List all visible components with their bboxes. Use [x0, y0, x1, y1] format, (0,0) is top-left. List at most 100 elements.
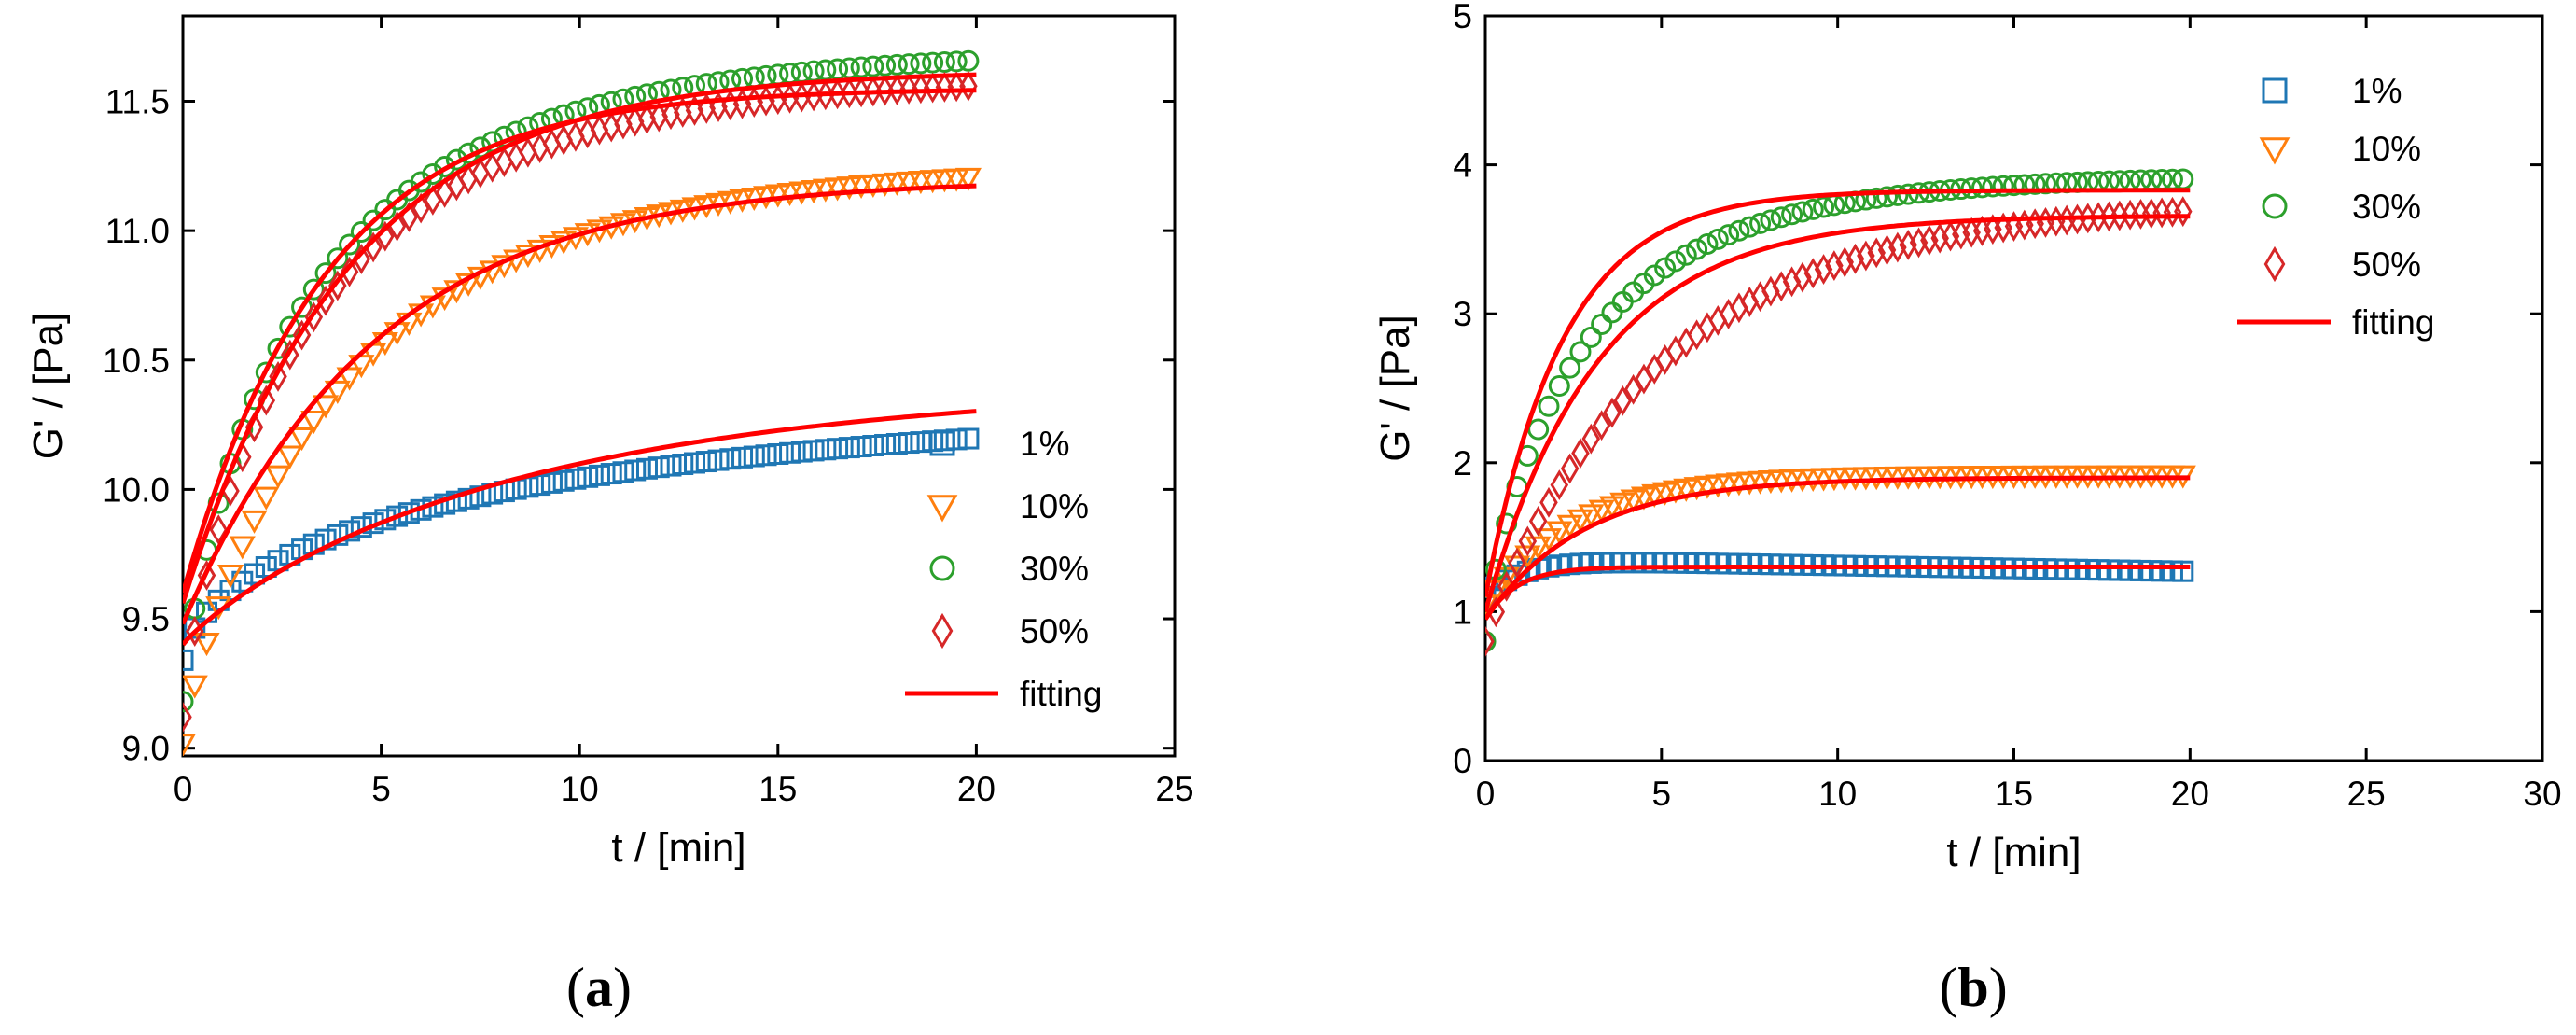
legend-label: 1%: [2352, 72, 2402, 110]
data-point: [193, 633, 220, 657]
data-point: [862, 55, 884, 77]
data-point: [455, 273, 482, 297]
x-tick-label: 20: [957, 770, 996, 808]
data-point: [1497, 570, 1516, 602]
data-point: [898, 432, 920, 455]
series-10pct: [1485, 465, 2196, 619]
data-point: [1887, 184, 1909, 206]
chart-b: 0 5 10 15 20 25 30 0 1 2 3 4 5 t / [min] G' / [Pa] 1% 10…: [1372, 0, 2562, 1018]
data-point: [1559, 357, 1581, 379]
data-point: [933, 429, 955, 452]
legend-label: fitting: [2352, 303, 2434, 342]
data-point: [1782, 266, 1802, 298]
data-point: [1591, 313, 1613, 335]
data-point: [2013, 174, 2036, 196]
plot-area: [1485, 168, 2196, 657]
fit-line-30pct: [1485, 188, 2191, 597]
data-point: [848, 175, 875, 200]
data-point: [898, 53, 920, 76]
y-tick-label: 10.0: [103, 470, 170, 509]
data-point: [313, 395, 340, 419]
legend-marker: [2262, 77, 2288, 104]
data-point: [907, 171, 934, 195]
data-point: [1728, 219, 1750, 242]
y-axis-title: G' / [Pa]: [1372, 315, 1418, 462]
legend-marker: [2263, 245, 2286, 283]
data-point: [884, 172, 911, 196]
data-point: [304, 301, 324, 333]
data-point: [1718, 224, 1740, 246]
data-point: [2152, 197, 2171, 229]
data-point: [530, 133, 550, 164]
data-point: [1613, 385, 1633, 416]
legend: 1% 10% 30% 50% fitting: [905, 425, 1102, 713]
data-point: [1696, 233, 1719, 256]
y-tick-label: 10.5: [103, 342, 170, 380]
data-point: [339, 233, 361, 256]
data-point: [434, 156, 456, 178]
data-point: [1770, 206, 1792, 229]
data-point: [1960, 177, 1983, 200]
data-point: [1992, 175, 2014, 197]
data-point: [815, 439, 837, 461]
data-point: [2024, 173, 2046, 195]
data-point: [600, 463, 622, 485]
data-point: [183, 701, 192, 733]
series-30pct: [183, 49, 980, 713]
data-point: [264, 465, 292, 489]
data-point: [1569, 341, 1592, 363]
data-point: [269, 360, 287, 392]
data-point: [1781, 203, 1803, 226]
data-point: [2034, 173, 2056, 195]
y-tick-label: 9.5: [122, 600, 170, 638]
fit-line-50pct: [183, 88, 977, 594]
data-point: [1588, 499, 1615, 524]
data-point: [1580, 326, 1602, 348]
data-point: [743, 445, 765, 468]
data-point: [479, 260, 506, 285]
data-point: [1485, 625, 1495, 657]
data-point: [386, 505, 409, 527]
data-point: [612, 461, 634, 483]
data-point: [862, 435, 884, 457]
data-point: [957, 49, 980, 72]
data-point: [910, 52, 932, 75]
data-point: [850, 436, 872, 458]
data-point: [2174, 196, 2193, 228]
data-point: [1578, 504, 1605, 528]
legend-marker: [929, 555, 955, 581]
plot-frame: [181, 14, 1177, 758]
data-point: [2172, 560, 2194, 582]
data-point: [945, 50, 968, 73]
data-point: [300, 411, 327, 435]
data-point: [281, 339, 299, 371]
data-point: [1760, 209, 1782, 231]
data-point: [1655, 343, 1675, 375]
series-30pct: [1485, 168, 2194, 652]
data-point: [1803, 258, 1822, 289]
data-point: [933, 51, 955, 74]
data-point: [1538, 395, 1560, 417]
x-axis-title: t / [min]: [611, 825, 745, 871]
data-point: [755, 444, 777, 467]
data-point: [183, 734, 197, 756]
data-point: [1601, 301, 1623, 324]
data-point: [1855, 189, 1877, 211]
data-point: [776, 182, 803, 207]
x-tick-label: 15: [759, 770, 797, 808]
y-tick-label: 4: [1453, 147, 1472, 185]
data-point: [1592, 410, 1611, 441]
data-point: [1571, 438, 1590, 469]
y-axis-title: G' / [Pa]: [25, 313, 71, 460]
y-tick-label: 9.0: [122, 730, 170, 768]
data-point: [635, 457, 658, 480]
data-point: [1518, 525, 1538, 557]
x-tick-label: 15: [1995, 775, 2033, 813]
data-point: [954, 167, 982, 191]
series-50pct: [183, 70, 978, 733]
data-point: [874, 433, 897, 455]
fit-line-30pct: [183, 72, 977, 605]
data-point: [1548, 374, 1570, 397]
data-point: [922, 430, 944, 453]
panel-caption: (b): [1939, 957, 2007, 1018]
